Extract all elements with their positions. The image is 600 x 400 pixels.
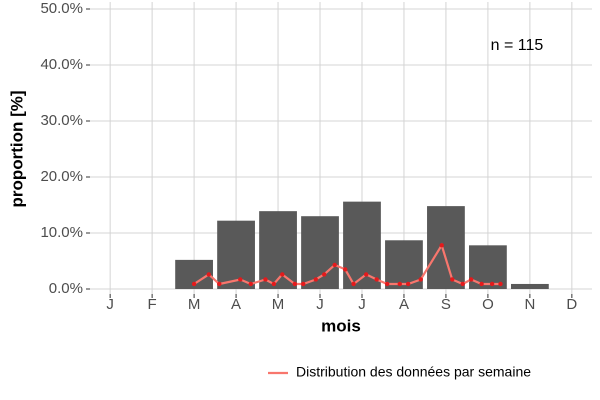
point (191, 281, 197, 287)
point (301, 281, 306, 287)
y-tick-label: 0.0% (49, 280, 83, 297)
y-tick-label: 50.0% (40, 0, 83, 17)
point (450, 277, 455, 282)
x-tick-label: A (231, 296, 241, 313)
y-tick-label: 20.0% (40, 168, 83, 185)
point (439, 243, 444, 248)
x-tick-label: J (316, 296, 324, 313)
y-tick-label: 40.0% (40, 56, 83, 73)
y-axis-title: proportion [%] (7, 90, 26, 207)
point (332, 262, 337, 268)
x-tick-label: A (399, 296, 409, 313)
point (292, 281, 298, 287)
line (193, 242, 501, 286)
point (418, 277, 423, 282)
point (342, 267, 348, 272)
point (206, 272, 211, 277)
x-tick-label: F (148, 296, 157, 313)
point (322, 272, 327, 277)
point (248, 281, 253, 287)
point (363, 272, 369, 277)
point (271, 281, 277, 287)
x-tick-label: S (441, 296, 451, 313)
bar (510, 283, 549, 289)
x-tick-label: O (482, 296, 494, 313)
x-tick-label: J (358, 296, 366, 313)
bar (259, 211, 297, 289)
point (374, 277, 379, 282)
y-tick-label: 10.0% (40, 224, 83, 241)
point (397, 281, 402, 287)
x-tick-label: D (566, 296, 577, 313)
bar (217, 220, 255, 289)
point (460, 281, 465, 287)
point (238, 277, 243, 282)
point (405, 281, 411, 287)
x-tick-label: N (524, 296, 535, 313)
bar (343, 201, 381, 289)
point (351, 281, 356, 287)
point (263, 277, 268, 282)
legend-label: Distribution des données par semaine (296, 364, 531, 380)
point (313, 277, 319, 282)
point (498, 281, 503, 287)
x-tick-label: M (188, 296, 201, 313)
point (479, 281, 484, 287)
point (489, 281, 495, 287)
y-tick-label: 30.0% (40, 112, 83, 129)
point (384, 281, 390, 287)
point (280, 272, 285, 277)
x-tick-label: M (272, 296, 285, 313)
point (468, 277, 474, 282)
x-tick-label: J (106, 296, 114, 313)
bar (427, 206, 465, 289)
annotation: n = 115 (491, 37, 544, 54)
x-axis-title: mois (321, 316, 361, 335)
point (217, 281, 222, 287)
